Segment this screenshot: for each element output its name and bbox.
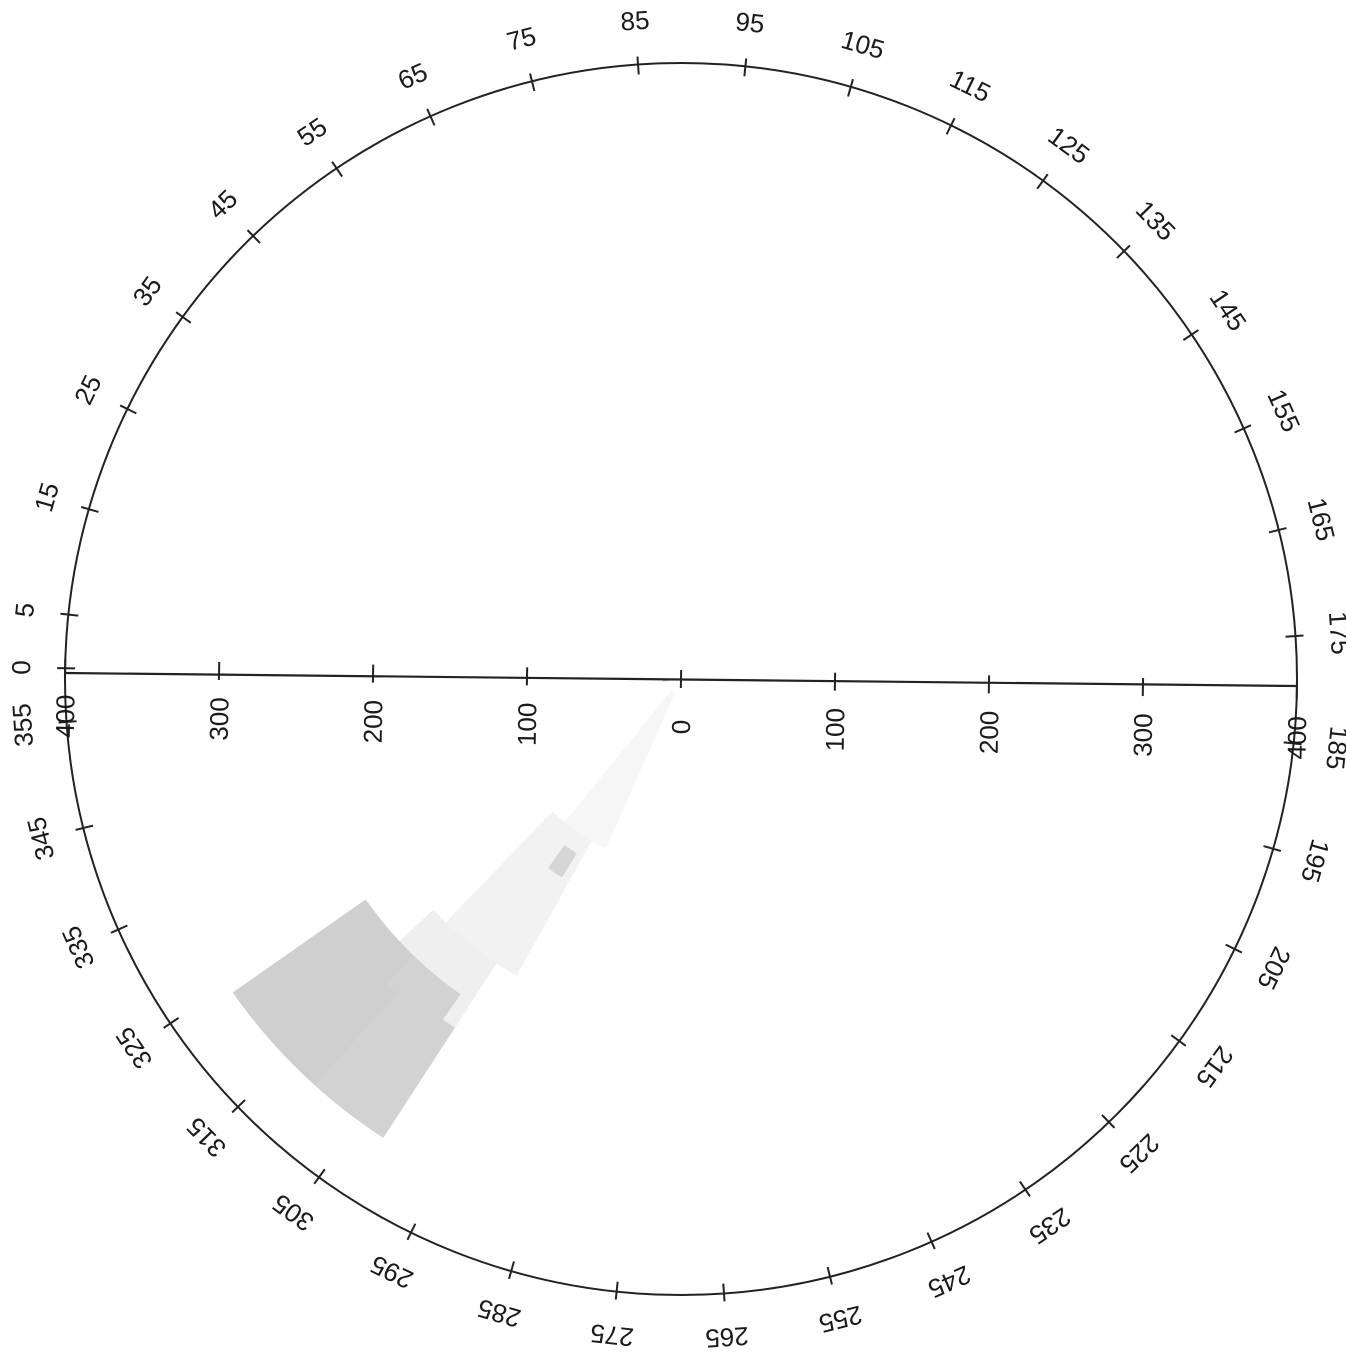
angle-label-325: 325: [109, 1022, 158, 1075]
angle-tick-125: [1036, 173, 1049, 190]
angle-tick-105: [847, 78, 854, 97]
angle-tick-195: [1263, 845, 1282, 852]
angle-tick-265: [722, 1283, 726, 1302]
angle-tick-135: [1116, 244, 1131, 259]
angle-label-125: 125: [1043, 120, 1096, 170]
angle-tick-315: [231, 1099, 246, 1114]
angle-label-275: 275: [589, 1318, 635, 1352]
angle-label-195: 195: [1295, 836, 1336, 886]
radial-label-left-400: 400: [50, 694, 81, 738]
radial-ticks: [63, 659, 1299, 699]
angle-label-155: 155: [1261, 385, 1306, 437]
radial-tick-labels: 400 300 200 100 0 100 200 300 400: [50, 694, 1313, 759]
angle-label-75: 75: [504, 21, 539, 57]
heatmap-cell-3: [548, 845, 577, 878]
radial-label-left-100: 100: [512, 702, 543, 746]
angle-tick-25: [119, 404, 137, 415]
angle-tick-235: [1019, 1180, 1031, 1197]
angle-label-285: 285: [474, 1293, 524, 1334]
angle-tick-255: [826, 1266, 833, 1285]
angle-tick-345: [75, 824, 94, 831]
angle-tick-285: [508, 1261, 515, 1280]
angle-tick-35: [175, 311, 192, 324]
angle-label-205: 205: [1251, 942, 1297, 994]
angle-label-225: 225: [1113, 1128, 1165, 1180]
angle-tick-45: [246, 229, 261, 244]
angular-tick-labels: 0 5 15 25 35 45 55 65 75 85 95 105 115 125 135 145 155 16…: [6, 5, 1346, 1352]
radial-label-right-400: 400: [1282, 716, 1313, 760]
angle-label-105: 105: [838, 24, 888, 65]
angle-label-35: 35: [126, 271, 167, 312]
angle-label-85: 85: [619, 5, 650, 37]
angle-label-245: 245: [924, 1259, 976, 1304]
radial-label-left-300: 300: [204, 697, 235, 741]
heatmap-cell-0: [564, 690, 676, 849]
angle-tick-215: [1170, 1034, 1187, 1047]
angle-label-295: 295: [366, 1249, 418, 1295]
angle-tick-205: [1225, 943, 1243, 954]
angle-tick-115: [945, 117, 956, 135]
angle-label-255: 255: [816, 1300, 865, 1340]
angle-tick-155: [1234, 424, 1252, 434]
angle-label-345: 345: [21, 814, 61, 863]
radial-label-right-100: 100: [820, 708, 851, 752]
heatmap-cells: [232, 678, 682, 1138]
angle-tick-75: [529, 73, 536, 92]
angle-label-355: 355: [6, 702, 39, 747]
angle-label-265: 265: [704, 1321, 749, 1352]
radial-label-right-200: 200: [974, 710, 1005, 754]
angle-label-0: 0: [6, 660, 36, 675]
radial-label-right-300: 300: [1128, 713, 1159, 757]
angle-label-115: 115: [945, 63, 995, 108]
angle-tick-55: [331, 161, 343, 178]
angle-tick-165: [1268, 527, 1287, 534]
angle-tick-275: [614, 1281, 619, 1300]
angle-label-305: 305: [267, 1188, 320, 1238]
angular-ticks: [57, 56, 1304, 1302]
angle-tick-305: [313, 1168, 326, 1185]
angle-tick-65: [426, 108, 436, 126]
angle-tick-245: [926, 1232, 936, 1250]
angle-label-175: 175: [1323, 610, 1346, 655]
angle-label-65: 65: [393, 56, 432, 95]
angle-tick-225: [1101, 1114, 1116, 1129]
angle-label-45: 45: [202, 183, 244, 225]
angle-tick-175: [1285, 634, 1304, 638]
heatmap-cell-6: [386, 955, 461, 1027]
angle-tick-15: [80, 506, 99, 513]
angle-tick-145: [1182, 329, 1199, 341]
radial-label-left-200: 200: [358, 700, 389, 744]
angle-label-95: 95: [734, 6, 766, 39]
angle-label-25: 25: [68, 370, 108, 409]
angle-tick-325: [163, 1017, 180, 1029]
angle-label-185: 185: [1320, 725, 1346, 771]
angle-label-315: 315: [180, 1111, 232, 1163]
angle-tick-5: [60, 612, 79, 617]
angle-label-145: 145: [1204, 284, 1253, 337]
radial-label-left-0: 0: [666, 720, 696, 735]
angle-label-215: 215: [1190, 1041, 1240, 1094]
angle-tick-95: [743, 58, 748, 77]
angle-tick-185: [1283, 741, 1302, 746]
angle-tick-335: [110, 924, 128, 934]
heatmap-cell-4: [232, 899, 424, 1086]
angle-label-235: 235: [1024, 1202, 1077, 1251]
angle-label-5: 5: [9, 601, 40, 619]
angle-label-335: 335: [56, 922, 101, 974]
angle-label-135: 135: [1130, 195, 1182, 247]
angle-label-15: 15: [28, 479, 65, 515]
angle-tick-85: [636, 56, 640, 75]
polar-outer-circle: [64, 62, 1298, 1296]
angle-tick-295: [406, 1223, 417, 1241]
angle-tick-355: [58, 720, 77, 724]
angle-label-165: 165: [1302, 495, 1342, 544]
angle-label-55: 55: [292, 111, 333, 152]
